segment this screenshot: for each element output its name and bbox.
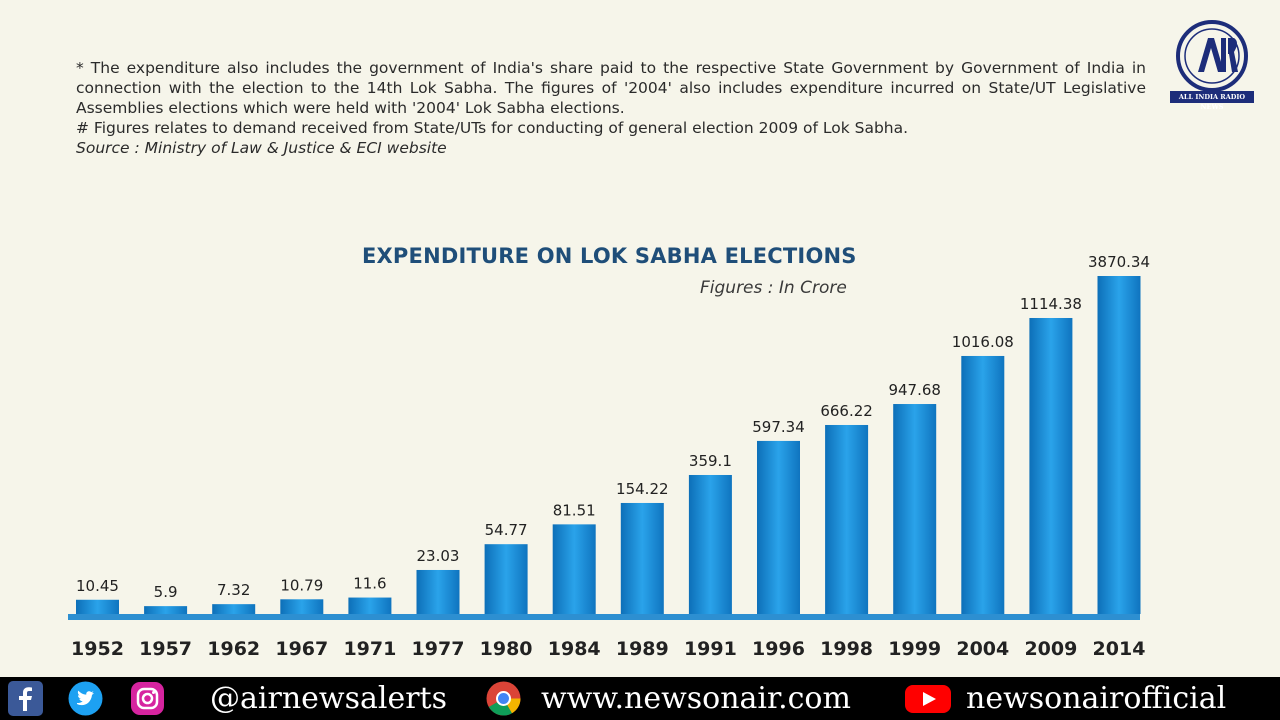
chart-subtitle: Figures : In Crore xyxy=(700,278,847,298)
x-tick-1962: 1962 xyxy=(207,638,260,660)
x-tick-1967: 1967 xyxy=(275,638,328,660)
bar-1984 xyxy=(552,524,596,614)
x-tick-2004: 2004 xyxy=(956,638,1009,660)
value-label-1989: 154.22 xyxy=(616,480,669,498)
value-label-1977: 23.03 xyxy=(417,547,460,565)
bar-1952 xyxy=(76,599,119,614)
value-label-1952: 10.45 xyxy=(76,577,119,595)
x-tick-1996: 1996 xyxy=(752,638,805,660)
bar-1989 xyxy=(620,502,664,614)
x-tick-1999: 1999 xyxy=(888,638,941,660)
x-tick-2009: 2009 xyxy=(1024,638,1077,660)
website-url[interactable]: www.newsonair.com xyxy=(541,681,851,716)
value-label-1980: 54.77 xyxy=(485,521,528,539)
bar-chart: 10.45 5.9 7.32 10.79 11.6 23.03 54.77 81.51 154.… xyxy=(68,253,1150,660)
x-tick-1989: 1989 xyxy=(616,638,669,660)
value-label-1967: 10.79 xyxy=(280,576,323,594)
instagram-icon[interactable] xyxy=(130,681,165,716)
value-label-1996: 597.34 xyxy=(752,418,805,436)
value-label-1991: 359.1 xyxy=(689,452,732,470)
bar-1996 xyxy=(757,440,800,614)
bar-1980 xyxy=(484,544,528,614)
facebook-icon[interactable] xyxy=(8,681,43,716)
bar-2014 xyxy=(1097,276,1141,614)
value-label-2009: 1114.38 xyxy=(1020,295,1082,313)
bar-1977 xyxy=(416,569,460,614)
air-emblem-icon xyxy=(1170,20,1254,103)
bar-1962 xyxy=(212,604,256,614)
value-label-2004: 1016.08 xyxy=(952,333,1014,351)
chart-title: EXPENDITURE ON LOK SABHA ELECTIONS xyxy=(362,244,857,268)
x-tick-1991: 1991 xyxy=(684,638,737,660)
bar-1971 xyxy=(348,597,392,614)
x-axis-line xyxy=(68,614,1140,620)
x-tick-1952: 1952 xyxy=(71,638,124,660)
x-tick-1977: 1977 xyxy=(412,638,465,660)
value-label-1998: 666.22 xyxy=(820,402,873,420)
x-tick-1984: 1984 xyxy=(548,638,601,660)
all-india-radio-logo: ALL INDIA RADIO NEWS xyxy=(1168,18,1256,111)
footnote-figures: # Figures relates to demand received fro… xyxy=(76,119,909,137)
bar-1957 xyxy=(144,606,188,614)
bar-1998 xyxy=(825,424,869,614)
twitter-icon[interactable] xyxy=(68,681,103,716)
bar-1999 xyxy=(893,404,937,614)
value-label-1971: 11.6 xyxy=(353,575,386,593)
youtube-icon[interactable] xyxy=(905,685,951,713)
bar-2004 xyxy=(961,355,1005,614)
value-label-1962: 7.32 xyxy=(217,581,250,599)
bar-1991 xyxy=(688,474,732,614)
value-label-2014: 3870.34 xyxy=(1088,253,1150,271)
x-tick-1971: 1971 xyxy=(343,638,396,660)
social-footer: @airnewsalerts www.newsonair.com newsona… xyxy=(0,677,1280,720)
x-tick-1957: 1957 xyxy=(139,638,192,660)
bar-2009 xyxy=(1029,317,1073,614)
footnote-expenditure: * The expenditure also includes the gove… xyxy=(76,59,1146,117)
value-label-1957: 5.9 xyxy=(154,583,178,601)
bar-1967 xyxy=(280,599,324,614)
chrome-icon[interactable] xyxy=(486,681,521,716)
value-label-1984: 81.51 xyxy=(553,501,596,519)
youtube-channel[interactable]: newsonairofficial xyxy=(966,681,1227,716)
value-label-1999: 947.68 xyxy=(888,381,941,399)
source-note: Source : Ministry of Law & Justice & ECI… xyxy=(76,139,447,157)
x-tick-1980: 1980 xyxy=(480,638,533,660)
twitter-handle[interactable]: @airnewsalerts xyxy=(210,681,447,716)
x-tick-1998: 1998 xyxy=(820,638,873,660)
x-tick-2014: 2014 xyxy=(1093,638,1146,660)
logo-text: ALL INDIA RADIO NEWS xyxy=(1178,93,1246,111)
footnotes: * The expenditure also includes the gove… xyxy=(76,58,1146,158)
